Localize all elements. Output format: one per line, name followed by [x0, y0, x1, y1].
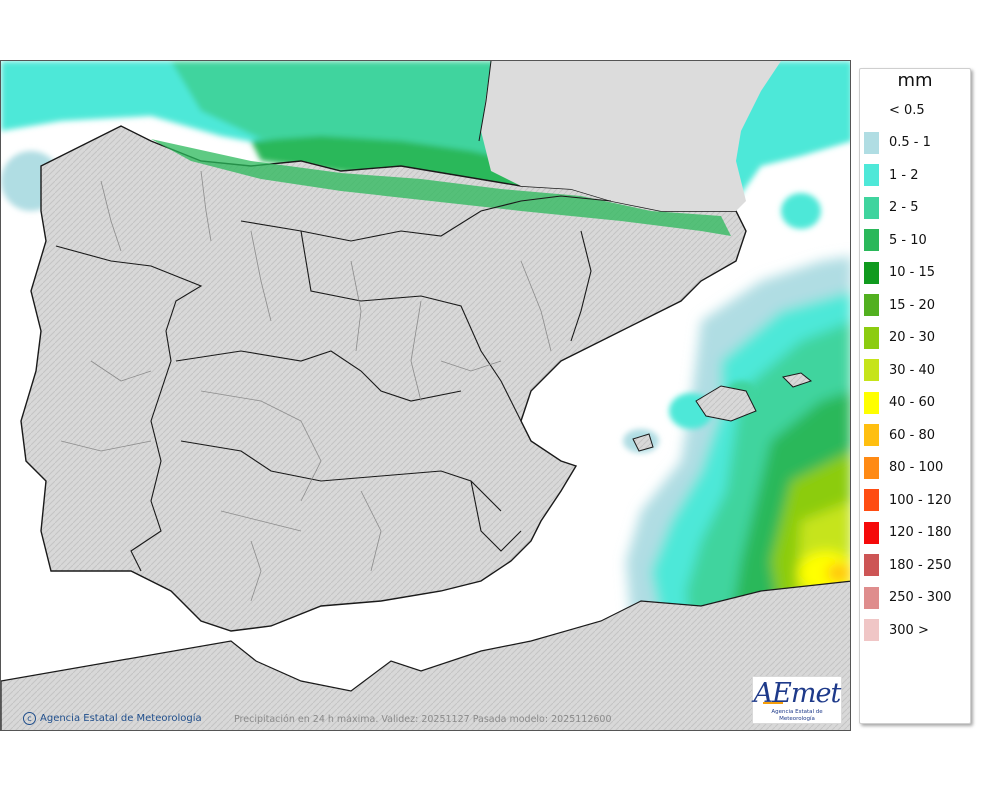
iberia-land [20, 125, 747, 632]
province-borders [60, 170, 552, 602]
legend-item: 2 - 5 [864, 192, 919, 224]
legend-label: 40 - 60 [889, 395, 936, 410]
legend-label: < 0.5 [889, 102, 925, 118]
legend-item: 40 - 60 [864, 387, 935, 419]
legend-label: 10 - 15 [889, 265, 936, 280]
legend-swatch [864, 359, 879, 381]
precip-north-coast [151, 139, 731, 236]
legend-item: 1 - 2 [864, 159, 919, 191]
credit-text: c Agencia Estatal de Meteorología [23, 712, 202, 725]
aemet-logo: AEmet Agencia Estatal de Meteorología [752, 676, 842, 724]
legend-swatch [864, 586, 879, 609]
legend-panel: mm < 0.5 0.5 - 1 1 - 2 2 - 5 5 - 10 10 - 15 15… [859, 68, 971, 724]
legend-label: 2 - 5 [889, 200, 919, 215]
legend-item: 60 - 80 [864, 419, 935, 451]
legend-label: 300 > [889, 622, 929, 638]
legend-item: 300 > [864, 614, 929, 646]
legend-swatch [864, 326, 879, 349]
mallorca-island [695, 385, 757, 422]
legend-label: 20 - 30 [889, 330, 936, 345]
legend-item: 15 - 20 [864, 289, 935, 321]
menorca-island [782, 372, 813, 388]
legend-label: 250 - 300 [889, 590, 952, 605]
legend-swatch [864, 521, 879, 544]
legend-swatch [864, 99, 879, 121]
legend-swatch [864, 456, 879, 479]
legend-item: 20 - 30 [864, 322, 935, 354]
legend-item: 30 - 40 [864, 354, 935, 386]
legend-swatch [864, 489, 879, 511]
legend-swatch [864, 619, 879, 641]
legend-swatch [864, 261, 879, 284]
legend-item: 0.5 - 1 [864, 127, 931, 159]
legend-swatch [864, 554, 879, 576]
legend-label: 100 - 120 [889, 492, 952, 508]
legend-item: 80 - 100 [864, 452, 943, 484]
legend-label: 60 - 80 [889, 427, 936, 443]
country-borders [55, 195, 612, 572]
legend-swatch [864, 229, 879, 251]
france-border [478, 61, 492, 142]
legend-item: < 0.5 [864, 94, 925, 126]
legend-label: 15 - 20 [889, 297, 936, 313]
legend-label: 80 - 100 [889, 460, 944, 475]
copyright-icon: c [23, 712, 36, 725]
legend-swatch [864, 391, 879, 414]
map-caption: Precipitación en 24 h máxima. Validez: 2… [234, 714, 612, 725]
legend-label: 1 - 2 [889, 167, 919, 183]
logo-accent [763, 702, 783, 704]
legend-swatch [864, 294, 879, 316]
legend-swatch [864, 196, 879, 219]
legend-item: 120 - 180 [864, 517, 952, 549]
credit-label: Agencia Estatal de Meteorología [40, 713, 202, 724]
legend-swatch [864, 131, 879, 154]
africa-land [1, 580, 850, 730]
legend-label: 120 - 180 [889, 525, 952, 540]
legend-item: 100 - 120 [864, 484, 952, 516]
legend-label: 180 - 250 [889, 557, 952, 573]
france-land [481, 61, 781, 211]
legend-label: 5 - 10 [889, 232, 927, 248]
legend-item: 250 - 300 [864, 582, 952, 614]
legend-item: 10 - 15 [864, 257, 935, 289]
ibiza-island [632, 433, 654, 452]
legend-swatch [864, 424, 879, 446]
legend-item: 180 - 250 [864, 549, 952, 581]
logo-subtitle: Agencia Estatal de Meteorología [771, 709, 823, 722]
legend-label: 30 - 40 [889, 362, 936, 378]
legend-swatch [864, 164, 879, 186]
logo-word: AEmet [753, 678, 842, 709]
precipitation-map: c Agencia Estatal de Meteorología Precip… [0, 60, 851, 731]
legend-label: 0.5 - 1 [889, 135, 931, 150]
legend-item: 5 - 10 [864, 224, 927, 256]
legend-title: mm [897, 70, 933, 91]
